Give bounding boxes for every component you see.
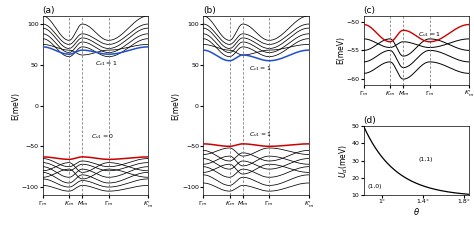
Text: $C_{c1}=1$: $C_{c1}=1$ [95,59,118,68]
Text: $C_{v1}=0$: $C_{v1}=0$ [91,132,115,141]
Y-axis label: $U_d$(meV): $U_d$(meV) [338,144,350,178]
X-axis label: $\theta$: $\theta$ [413,206,420,217]
Text: $C_{v1}=1$: $C_{v1}=1$ [418,30,441,39]
Text: (a): (a) [43,6,55,15]
Text: (b): (b) [203,6,216,15]
Text: (d): (d) [364,116,376,126]
Text: (1,1): (1,1) [418,157,432,162]
Y-axis label: E(meV): E(meV) [172,91,181,120]
Text: (c): (c) [364,6,376,15]
Y-axis label: E(meV): E(meV) [336,36,345,64]
Text: $C_{v1}=1$: $C_{v1}=1$ [249,131,272,139]
Text: $C_{c1}=1$: $C_{c1}=1$ [249,64,272,73]
Text: (1,0): (1,0) [368,184,382,189]
Y-axis label: E(meV): E(meV) [11,91,20,120]
